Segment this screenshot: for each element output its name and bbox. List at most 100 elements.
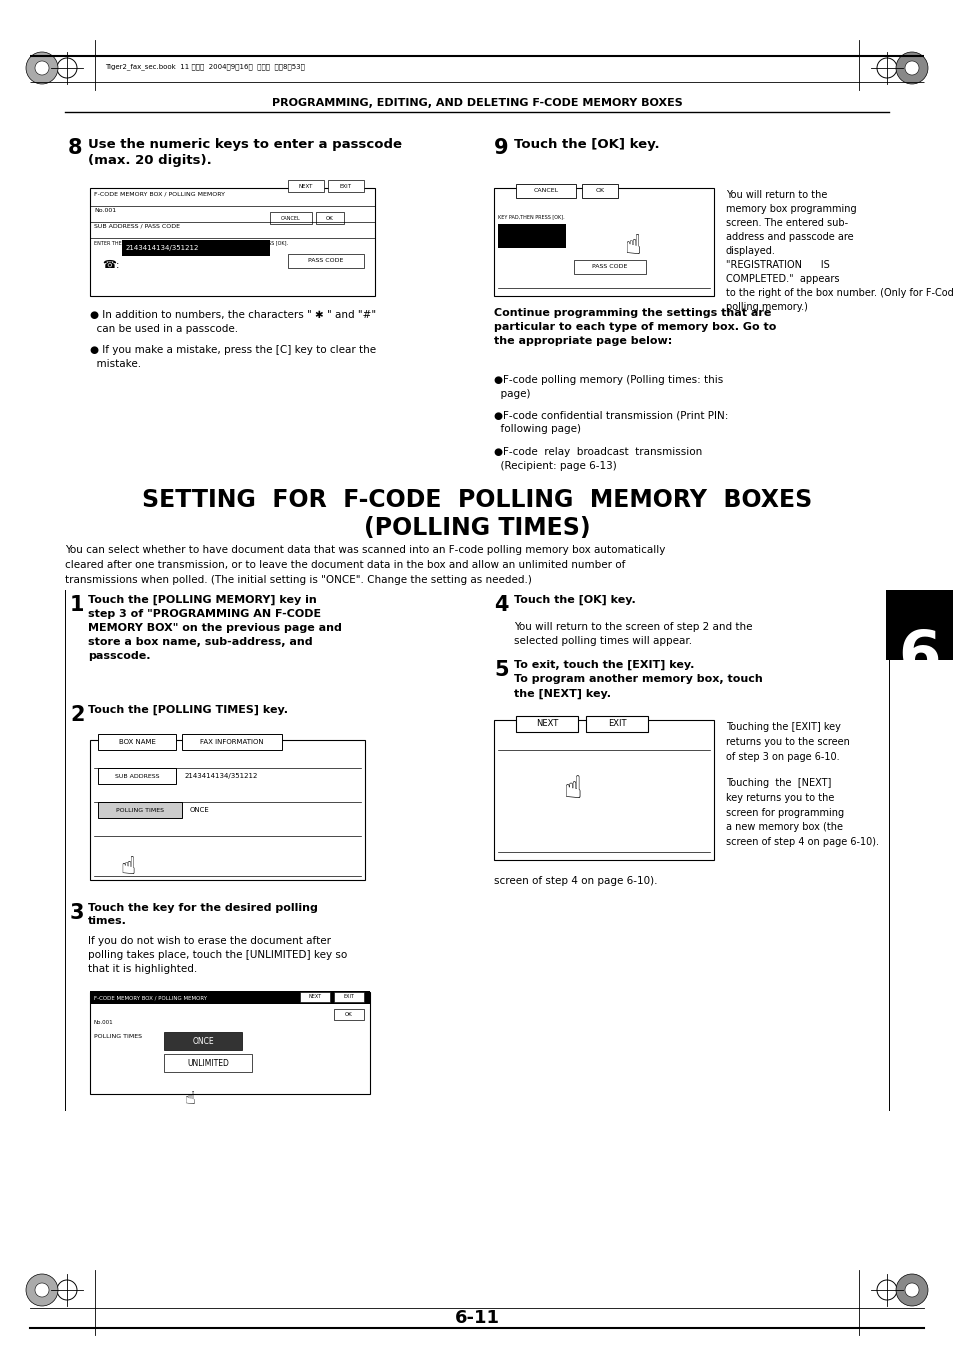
Text: EXIT: EXIT [343, 994, 355, 1000]
Text: (POLLING TIMES): (POLLING TIMES) [363, 516, 590, 540]
Text: Continue programming the settings that are
particular to each type of memory box: Continue programming the settings that a… [494, 308, 776, 346]
Text: POLLING TIMES: POLLING TIMES [94, 1034, 142, 1039]
Text: OK: OK [595, 189, 604, 193]
Circle shape [26, 51, 58, 84]
Text: OK: OK [326, 216, 334, 220]
Text: Touching the [EXIT] key
returns you to the screen
of step 3 on page 6-10.: Touching the [EXIT] key returns you to t… [725, 721, 849, 762]
Text: No.001: No.001 [94, 1020, 113, 1025]
Bar [270, 212, 312, 224]
Bar [90, 740, 365, 880]
Text: PROGRAMMING, EDITING, AND DELETING F-CODE MEMORY BOXES: PROGRAMMING, EDITING, AND DELETING F-COD… [272, 99, 681, 108]
Circle shape [904, 61, 918, 76]
Text: To exit, touch the [EXIT] key.
To program another memory box, touch
the [NEXT] k: To exit, touch the [EXIT] key. To progra… [514, 661, 762, 698]
Text: BOX NAME: BOX NAME [118, 739, 155, 744]
Text: You will return to the
memory box programming
screen. The entered sub-
address a: You will return to the memory box progra… [725, 190, 953, 312]
Text: KEY PAD,THEN PRESS [OK].: KEY PAD,THEN PRESS [OK]. [497, 213, 564, 219]
Text: 3: 3 [70, 902, 85, 923]
Text: FAX INFORMATION: FAX INFORMATION [200, 739, 264, 744]
Bar [98, 802, 182, 817]
Bar [90, 992, 370, 1094]
Text: ● If you make a mistake, press the [C] key to clear the
  mistake.: ● If you make a mistake, press the [C] k… [90, 345, 375, 369]
Text: ☎:: ☎: [102, 259, 119, 270]
Text: 2: 2 [70, 705, 85, 725]
Text: PASS CODE: PASS CODE [308, 258, 343, 263]
Text: ☝: ☝ [563, 775, 582, 804]
Text: F-CODE MEMORY BOX / POLLING MEMORY: F-CODE MEMORY BOX / POLLING MEMORY [94, 192, 225, 197]
Text: 6-11: 6-11 [454, 1309, 499, 1327]
Text: 5: 5 [494, 661, 508, 680]
Text: CANCEL: CANCEL [533, 189, 558, 193]
Text: CANCEL: CANCEL [281, 216, 300, 220]
Bar [581, 184, 618, 199]
Text: Touch the [POLLING MEMORY] key in
step 3 of "PROGRAMMING AN F-CODE
MEMORY BOX" o: Touch the [POLLING MEMORY] key in step 3… [88, 594, 341, 661]
Text: Use the numeric keys to enter a passcode
(max. 20 digits).: Use the numeric keys to enter a passcode… [88, 138, 401, 168]
Text: 4: 4 [494, 594, 508, 615]
Bar [288, 254, 364, 267]
Text: SETTING  FOR  F-CODE  POLLING  MEMORY  BOXES: SETTING FOR F-CODE POLLING MEMORY BOXES [142, 488, 811, 512]
Text: UNLIMITED: UNLIMITED [187, 1058, 229, 1067]
Circle shape [26, 1274, 58, 1306]
Text: ENTER THE SUB ADDRESS / PASS CODE VIA THE 10-KEY PAD,THEN PRESS [OK].: ENTER THE SUB ADDRESS / PASS CODE VIA TH… [94, 240, 288, 245]
Circle shape [35, 61, 49, 76]
Text: ONCE: ONCE [190, 807, 210, 813]
Text: No.001: No.001 [94, 208, 116, 213]
Text: SUB ADDRESS: SUB ADDRESS [114, 774, 159, 778]
Bar [164, 1032, 242, 1050]
Bar [90, 992, 370, 1004]
Text: Touch the [OK] key.: Touch the [OK] key. [514, 594, 635, 605]
Text: ☝: ☝ [185, 1090, 195, 1108]
Bar [98, 767, 175, 784]
Text: 8: 8 [68, 138, 82, 158]
Bar [885, 590, 953, 661]
Text: 1: 1 [70, 594, 85, 615]
Text: You will return to the screen of step 2 and the
selected polling times will appe: You will return to the screen of step 2 … [514, 621, 752, 646]
Text: NEXT: NEXT [536, 720, 558, 728]
Text: ●F-code polling memory (Polling times: this
  page): ●F-code polling memory (Polling times: t… [494, 376, 722, 399]
Bar [497, 224, 565, 249]
Text: POLLING TIMES: POLLING TIMES [116, 808, 164, 812]
Text: Touch the key for the desired polling
times.: Touch the key for the desired polling ti… [88, 902, 317, 927]
Text: 2143414134/351212: 2143414134/351212 [185, 773, 258, 780]
Bar [90, 188, 375, 296]
Bar [585, 716, 647, 732]
Text: You can select whether to have document data that was scanned into an F-code pol: You can select whether to have document … [65, 544, 664, 585]
Bar [334, 1009, 364, 1020]
Text: ●F-code confidential transmission (Print PIN:
  following page): ●F-code confidential transmission (Print… [494, 409, 727, 434]
Text: Touching  the  [NEXT]
key returns you to the
screen for programming
a new memory: Touching the [NEXT] key returns you to t… [725, 778, 878, 847]
Text: Tiger2_fax_sec.book  11 ページ  2004年9月16日  木曜日  午前8時53分: Tiger2_fax_sec.book 11 ページ 2004年9月16日 木曜… [105, 63, 305, 70]
Bar [164, 1054, 252, 1071]
Circle shape [895, 1274, 927, 1306]
Bar [334, 992, 364, 1002]
Text: ☝: ☝ [623, 232, 640, 259]
Text: NEXT: NEXT [308, 994, 321, 1000]
Bar [315, 212, 344, 224]
Text: PASS CODE: PASS CODE [592, 265, 627, 269]
Bar [574, 259, 645, 274]
Text: ●F-code  relay  broadcast  transmission
  (Recipient: page 6-13): ●F-code relay broadcast transmission (Re… [494, 447, 701, 471]
Bar [182, 734, 282, 750]
Bar [328, 180, 364, 192]
Text: If you do not wish to erase the document after
polling takes place, touch the [U: If you do not wish to erase the document… [88, 936, 347, 974]
Text: Touch the [POLLING TIMES] key.: Touch the [POLLING TIMES] key. [88, 705, 288, 715]
Bar [299, 992, 330, 1002]
Text: 2143414134/351212: 2143414134/351212 [126, 245, 199, 251]
Bar [494, 188, 713, 296]
Bar [98, 734, 175, 750]
Text: 9: 9 [494, 138, 508, 158]
Text: Touch the [OK] key.: Touch the [OK] key. [514, 138, 659, 151]
Text: screen of step 4 on page 6-10).: screen of step 4 on page 6-10). [494, 875, 657, 886]
Text: ● In addition to numbers, the characters " ✱ " and "#"
  can be used in a passco: ● In addition to numbers, the characters… [90, 309, 375, 334]
Text: ONCE: ONCE [192, 1036, 213, 1046]
Text: SUB ADDRESS / PASS CODE: SUB ADDRESS / PASS CODE [94, 224, 180, 230]
Text: EXIT: EXIT [607, 720, 625, 728]
Text: 6: 6 [898, 628, 941, 688]
Bar [288, 180, 324, 192]
Circle shape [35, 1283, 49, 1297]
Bar [122, 240, 270, 255]
Bar [494, 720, 713, 861]
Circle shape [904, 1283, 918, 1297]
Text: NEXT: NEXT [298, 184, 313, 189]
Bar [516, 716, 578, 732]
Bar [516, 184, 576, 199]
Text: ☝: ☝ [120, 855, 135, 880]
